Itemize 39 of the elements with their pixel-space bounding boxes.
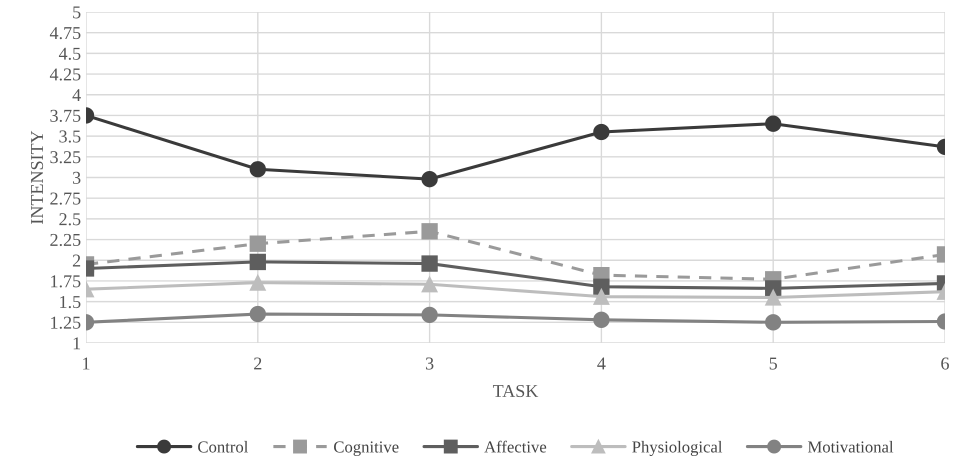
x-tick-label: 2 (254, 357, 262, 370)
legend-label: Cognitive (334, 441, 399, 456)
y-tick-label: 2.25 (50, 234, 80, 246)
y-tick-label: 3.75 (50, 110, 80, 122)
y-tick-label: 1.75 (51, 275, 80, 288)
point (421, 255, 438, 272)
point (593, 312, 610, 328)
legend-label: Motivational (808, 440, 894, 453)
x-tick-label: 6 (941, 357, 949, 370)
x-tick-label: 5 (770, 358, 778, 370)
y-tick-label: 2 (72, 254, 80, 267)
point (593, 288, 610, 305)
legend-label: Physiological (632, 440, 722, 456)
legend-label: Control (198, 440, 248, 453)
x-tick-label: 3 (426, 357, 434, 370)
y-tick-label: 4.75 (50, 27, 80, 40)
point (421, 306, 438, 324)
y-tick-label: 1.25 (51, 316, 80, 329)
y-axis-title: INTENSITY (30, 130, 44, 224)
y-tick-label: 5 (73, 6, 80, 18)
x-tick-label: 1 (83, 358, 90, 370)
y-tick-label: 1 (74, 337, 80, 350)
y-tick-label: 3 (72, 172, 80, 184)
y-tick-label: 4.5 (58, 48, 80, 60)
point (421, 276, 438, 292)
point (421, 223, 438, 240)
y-tick-label: 4 (72, 89, 81, 102)
point (593, 278, 610, 295)
point (421, 170, 438, 188)
y-tick-label: 3.5 (59, 130, 80, 143)
x-tick-label: 4 (597, 358, 606, 370)
y-tick-label: 4.25 (50, 68, 80, 81)
x-axis-title: TASK (492, 384, 538, 398)
y-tick-label: 2.75 (50, 192, 80, 205)
y-tick-label: 2.5 (59, 213, 80, 226)
legend-label: Affective (484, 440, 546, 453)
y-tick-label: 3.25 (50, 151, 80, 164)
point (593, 124, 610, 140)
y-tick-label: 1.5 (60, 296, 80, 308)
